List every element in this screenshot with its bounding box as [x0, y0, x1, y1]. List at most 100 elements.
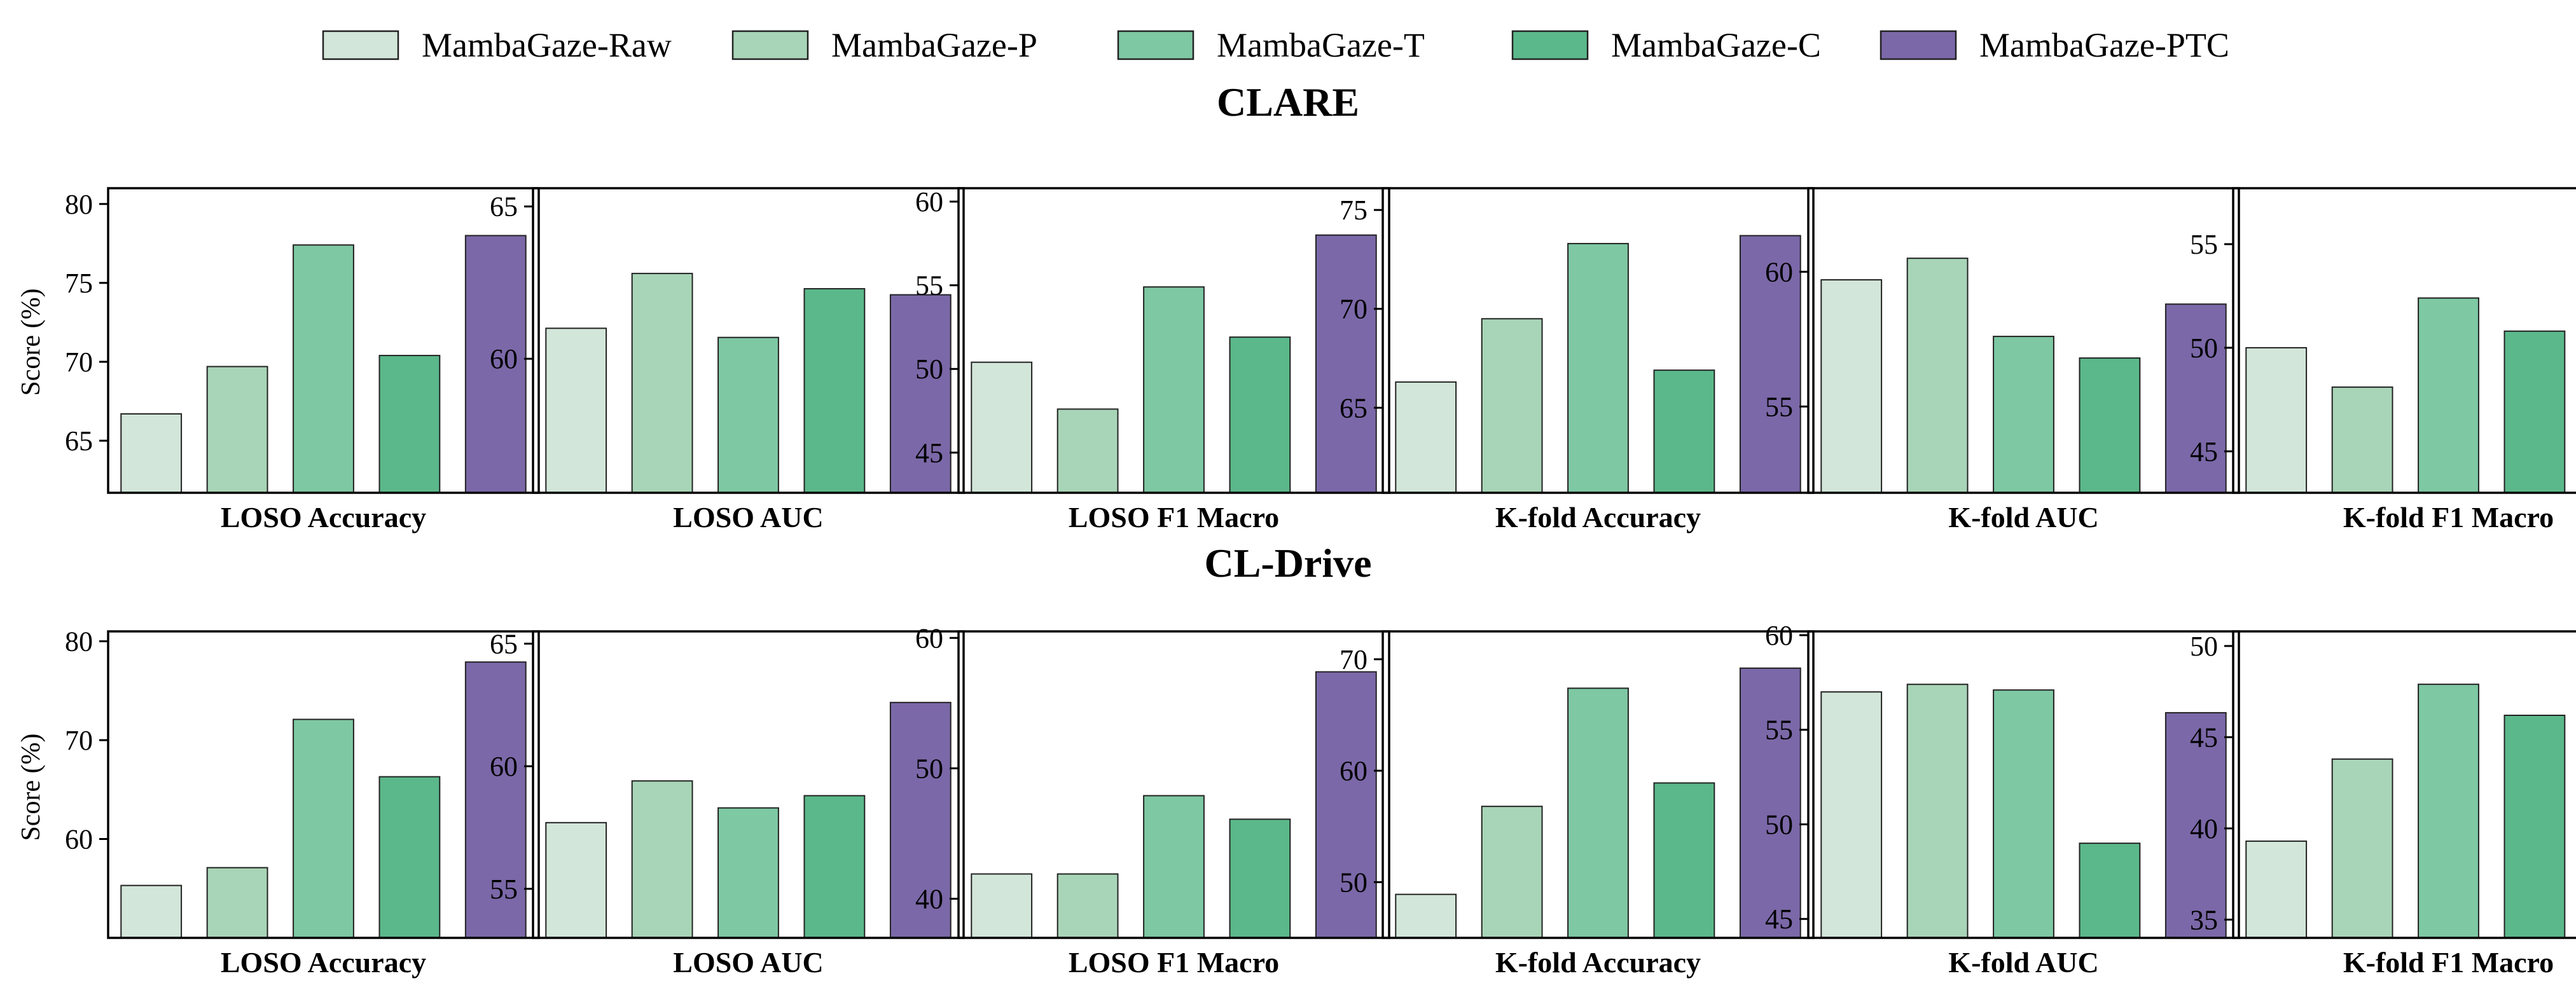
bar-mambagaze-t	[2418, 297, 2479, 493]
y-tick-label: 50	[915, 354, 943, 385]
bar-mambagaze-t	[1143, 286, 1205, 493]
axes-frame	[2232, 187, 2576, 494]
y-tick-label: 65	[1340, 392, 1368, 423]
bar-mambagaze-t	[717, 807, 779, 939]
bar-mambagaze-p	[1481, 318, 1543, 493]
x-axis-label: LOSO F1 Macro	[1069, 501, 1279, 533]
x-axis-label: LOSO F1 Macro	[1069, 946, 1279, 979]
y-tick-label: 55	[2190, 229, 2218, 260]
x-axis-label: K-fold AUC	[1948, 501, 2098, 533]
x-axis-label: K-fold Accuracy	[1495, 501, 1701, 533]
bar-mambagaze-t	[717, 336, 779, 494]
axes-frame	[1381, 630, 1815, 939]
y-tick-label: 80	[65, 189, 93, 220]
y-tick-label: 65	[490, 628, 518, 659]
bar-mambagaze-p	[1056, 873, 1119, 939]
bar-mambagaze-ptc	[1739, 235, 1801, 493]
y-tick-label: 60	[1765, 256, 1793, 287]
y-tick-label: 60	[1340, 755, 1368, 787]
bar-mambagaze-raw	[545, 327, 607, 493]
legend-label: MambaGaze-P	[831, 26, 1037, 64]
legend-item-mambagaze-c: MambaGaze-C	[1511, 26, 1821, 64]
y-tick-label: 80	[65, 626, 93, 657]
bar-mambagaze-raw	[120, 413, 183, 494]
y-tick-label: 70	[1340, 644, 1368, 675]
bar-mambagaze-c	[2503, 715, 2566, 939]
legend-item-mambagaze-ptc: MambaGaze-PTC	[1880, 26, 2229, 64]
chart-panel-clare-k-fold-auc: 55 60 K-fold AUC	[1765, 187, 2240, 533]
chart-panel-cl-drive-loso-f1-macro: 40 50 60 LOSO F1 Macro	[915, 622, 1390, 979]
legend-swatch	[1880, 30, 1957, 60]
y-tick-label: 65	[490, 191, 518, 223]
bar-mambagaze-t	[293, 719, 354, 939]
y-tick-label: 60	[915, 186, 943, 217]
x-axis-label: LOSO Accuracy	[221, 946, 426, 979]
bar-mambagaze-c	[1229, 818, 1291, 939]
y-tick-label: 70	[65, 725, 93, 756]
chart-panel-clare-loso-f1-macro: 45 50 55 60 LOSO F1 Macro	[915, 186, 1390, 533]
y-tick-label: 60	[1765, 620, 1793, 651]
y-tick-label: 40	[915, 883, 943, 914]
bar-mambagaze-c	[2503, 330, 2566, 493]
y-tick-label: 70	[65, 347, 93, 378]
bar-mambagaze-t	[1143, 795, 1205, 939]
y-tick-label: 60	[490, 751, 518, 782]
legend: MambaGaze-Raw MambaGaze-P MambaGaze-T Mamba…	[322, 26, 2229, 64]
bar-mambagaze-p	[206, 366, 268, 493]
chart-panel-cl-drive-k-fold-f1-macro: 35 40 45 50 K-fold F1 Macro	[2190, 630, 2576, 979]
axes-frame	[1807, 187, 2240, 494]
legend-item-mambagaze-raw: MambaGaze-Raw	[322, 26, 672, 64]
bar-mambagaze-c	[378, 355, 441, 493]
bar-mambagaze-t	[1993, 689, 2054, 939]
x-axis-label: LOSO Accuracy	[221, 501, 426, 533]
bar-mambagaze-c	[803, 795, 866, 939]
bar-mambagaze-p	[631, 780, 693, 939]
bar-mambagaze-raw	[2245, 840, 2308, 939]
legend-label: MambaGaze-Raw	[422, 26, 672, 64]
axes-frame	[1807, 630, 2240, 939]
bar-mambagaze-p	[631, 273, 693, 493]
legend-label: MambaGaze-C	[1611, 26, 1821, 64]
bar-mambagaze-raw	[971, 873, 1033, 939]
axes-frame	[1381, 187, 1815, 494]
y-tick-label: 60	[65, 824, 93, 855]
bar-mambagaze-t	[1567, 243, 1629, 493]
chart-panel-cl-drive-k-fold-auc: 45 50 55 60 K-fold AUC	[1765, 620, 2240, 979]
legend-item-mambagaze-t: MambaGaze-T	[1117, 26, 1425, 64]
bar-mambagaze-t	[1993, 336, 2054, 493]
y-tick-label: 50	[2190, 631, 2218, 662]
section-title-cl-drive: CL-Drive	[1204, 540, 1371, 586]
legend-label: MambaGaze-PTC	[1979, 26, 2229, 64]
y-tick-label: 35	[2190, 904, 2218, 935]
axes-frame	[957, 630, 1390, 939]
bar-mambagaze-t	[1567, 687, 1629, 939]
axes-frame	[107, 630, 540, 939]
bar-mambagaze-p	[1481, 806, 1543, 939]
bar-mambagaze-raw	[1820, 279, 1883, 493]
bar-mambagaze-c	[1653, 782, 1715, 939]
y-tick-label: 50	[1765, 809, 1793, 840]
bar-mambagaze-c	[1653, 369, 1715, 494]
bar-mambagaze-p	[2331, 758, 2393, 939]
axes-frame	[107, 187, 540, 494]
y-tick-label: 55	[1765, 391, 1793, 422]
x-axis-label: K-fold F1 Macro	[2343, 946, 2554, 979]
y-tick-label: 55	[490, 874, 518, 905]
y-tick-label: 65	[65, 425, 93, 457]
bar-mambagaze-c	[2079, 357, 2141, 493]
bar-mambagaze-ptc	[889, 294, 952, 493]
y-tick-label: 50	[2190, 333, 2218, 364]
bar-mambagaze-ptc	[1315, 234, 1377, 493]
bar-mambagaze-raw	[1820, 691, 1883, 939]
bar-mambagaze-raw	[1395, 381, 1457, 493]
bar-mambagaze-raw	[120, 884, 183, 939]
axes-frame	[532, 630, 965, 939]
bar-mambagaze-t	[2418, 684, 2479, 939]
bar-mambagaze-c	[1229, 336, 1291, 494]
bar-mambagaze-ptc	[2164, 712, 2227, 939]
y-axis-label-cl-drive: Score (%)	[17, 733, 46, 841]
chart-panel-clare-k-fold-accuracy: 65 70 75 K-fold Accuracy	[1340, 187, 1815, 533]
legend-item-mambagaze-p: MambaGaze-P	[731, 26, 1037, 64]
axes-frame	[957, 187, 1390, 494]
